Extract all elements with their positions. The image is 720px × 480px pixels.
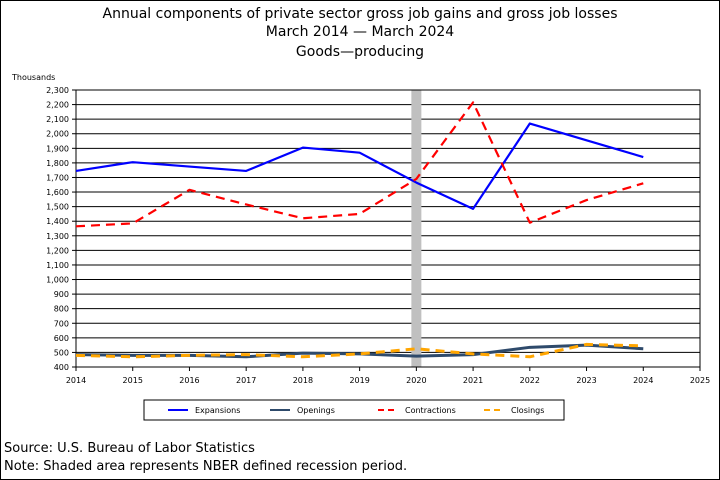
y-tick-label: 1,300 <box>46 232 69 241</box>
x-tick-label: 2016 <box>179 376 199 385</box>
recession-note: Note: Shaded area represents NBER define… <box>4 459 408 474</box>
source-note: Source: U.S. Bureau of Labor Statistics <box>4 441 255 456</box>
x-tick-label: 2023 <box>576 376 596 385</box>
chart-subtitle-sector: Goods—producing <box>295 44 425 60</box>
x-tick-label: 2024 <box>633 376 653 385</box>
plot-area <box>75 89 701 368</box>
y-tick-label: 1,600 <box>46 188 69 197</box>
x-tick-label: 2025 <box>690 376 710 385</box>
chart-title: Annual components of private sector gros… <box>102 6 618 22</box>
chart-subtitle-period: March 2014 — March 2024 <box>265 24 455 40</box>
recession-shade <box>411 90 422 367</box>
legend-label-openings: Openings <box>297 406 335 415</box>
y-tick-label: 1,400 <box>46 217 69 226</box>
x-tick-label: 2017 <box>236 376 256 385</box>
y-tick-label: 1,900 <box>46 144 69 153</box>
legend-label-closings: Closings <box>511 406 544 415</box>
series-line-expansions <box>75 122 644 210</box>
y-tick-label: 2,200 <box>46 101 69 110</box>
y-tick-label: 2,300 <box>46 86 69 95</box>
y-tick-label: 1,700 <box>46 173 69 182</box>
y-tick-label: 400 <box>54 363 69 372</box>
x-tick-label: 2014 <box>66 376 86 385</box>
x-tick-label: 2015 <box>123 376 143 385</box>
y-tick-label: 600 <box>54 334 69 343</box>
y-tick-label: 900 <box>54 290 69 299</box>
y-tick-label: 1,500 <box>46 203 69 212</box>
y-tick-label: 1,000 <box>46 276 69 285</box>
y-tick-label: 1,800 <box>46 159 69 168</box>
x-tick-label: 2021 <box>463 376 483 385</box>
legend-box <box>143 399 565 421</box>
y-tick-label: 2,000 <box>46 130 69 139</box>
y-tick-label: 800 <box>54 305 69 314</box>
line-chart: 400 500 600 700 800 900 1,000 1,100 1,200 1,300 1,… <box>11 73 710 421</box>
y-tick-label: 1,100 <box>46 261 69 270</box>
x-tick-label: 2018 <box>293 376 313 385</box>
x-tick-label: 2022 <box>520 376 540 385</box>
legend-label-expansions: Expansions <box>195 406 240 415</box>
y-tick-label: 700 <box>54 319 69 328</box>
x-tick-label: 2020 <box>406 376 426 385</box>
y-axis-label: Thousands <box>11 73 55 82</box>
y-tick-label: 1,200 <box>46 246 69 255</box>
x-tick-label: 2019 <box>349 376 369 385</box>
y-tick-label: 500 <box>54 348 69 357</box>
series-line-closings <box>75 342 644 359</box>
legend-label-contractions: Contractions <box>405 406 456 415</box>
y-tick-label: 2,100 <box>46 115 69 124</box>
